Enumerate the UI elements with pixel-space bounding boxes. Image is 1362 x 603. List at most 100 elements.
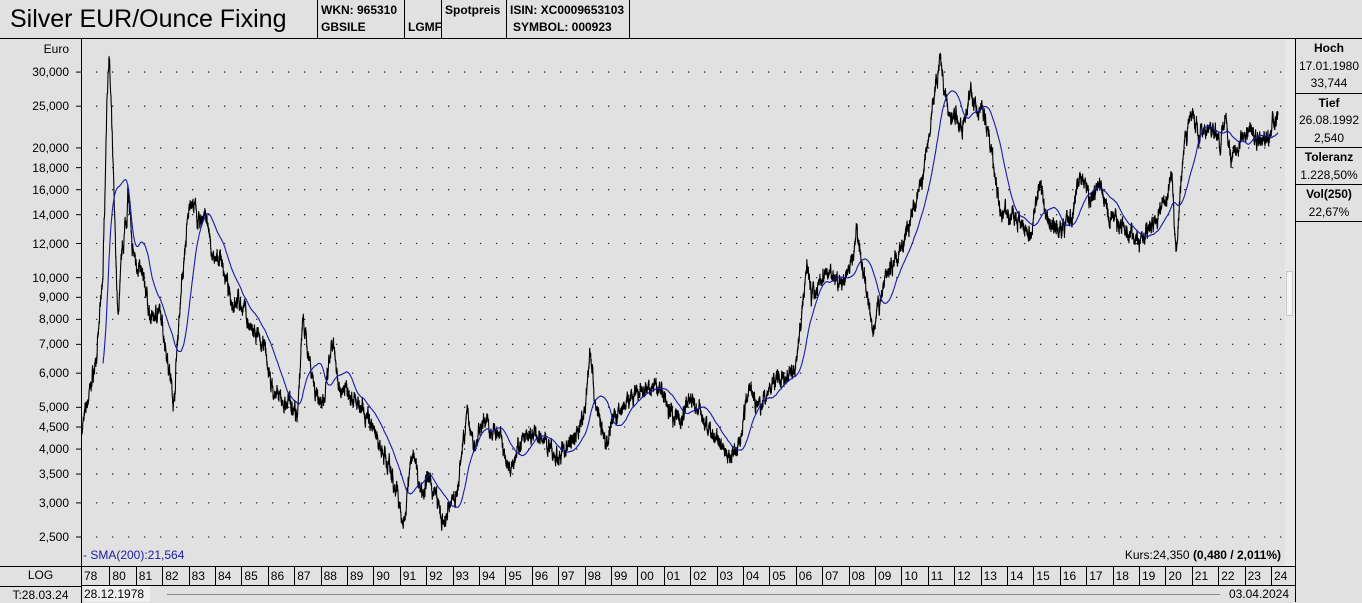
tolerance-label: Toleranz xyxy=(1304,150,1354,164)
x-tick-label: 95 xyxy=(505,567,522,586)
x-tick-label: 94 xyxy=(479,567,495,586)
y-axis-unit: Euro xyxy=(43,42,69,56)
x-tick-label: 93 xyxy=(452,567,469,586)
y-tick-label: 4,500 xyxy=(38,420,69,435)
y-tick-label: 10,000 xyxy=(32,270,69,285)
x-tick-label: 09 xyxy=(875,567,891,586)
x-tick-label: 04 xyxy=(743,567,759,586)
x-tick-label: 82 xyxy=(162,567,179,586)
y-tick-label: 9,000 xyxy=(38,290,69,305)
y-tick-label: 25,000 xyxy=(32,99,69,114)
x-tick-label: 89 xyxy=(347,567,363,586)
y-tick-label: 5,000 xyxy=(38,400,69,415)
x-tick-label: 00 xyxy=(637,567,654,586)
y-tick-label: 30,000 xyxy=(32,65,69,80)
quote-price: Kurs:24,350 xyxy=(1124,548,1190,562)
x-tick-label: 78 xyxy=(84,569,98,583)
x-tick-label: 11 xyxy=(927,567,943,586)
x-tick-label: 07 xyxy=(822,567,839,586)
x-tick-label: 05 xyxy=(769,567,786,586)
x-tick-label: 10 xyxy=(901,567,918,586)
tolerance-value: 1.228,50% xyxy=(1300,167,1358,182)
x-tick-label: 13 xyxy=(980,567,997,586)
price-line xyxy=(81,52,1279,532)
x-tick-label: 98 xyxy=(584,567,601,586)
x-tick-label: 88 xyxy=(320,567,337,586)
high-value: 33,744 xyxy=(1310,76,1348,90)
year-labels: 78 80 81 82 83 84 85 86 87 88 89 90 91 92 93 94 95 96 97 98… xyxy=(81,567,1295,586)
x-tick-label: 15 xyxy=(1033,567,1050,586)
x-tick-label: 14 xyxy=(1007,567,1023,586)
x-tick-label: 02 xyxy=(690,567,707,586)
volatility-value: 22,67% xyxy=(1308,204,1350,219)
x-tick-label: 12 xyxy=(954,567,971,586)
low-value: 2,540 xyxy=(1313,130,1345,145)
vertical-scrollbar[interactable] xyxy=(1285,39,1295,566)
sma-legend: - SMA(200):21,564 xyxy=(83,548,185,562)
x-tick-label: 19 xyxy=(1139,567,1155,586)
quote-change: (0,480 / 2,011%) xyxy=(1192,548,1281,562)
wkn-cell: WKN: 965310 GBSILE xyxy=(318,0,405,39)
y-tick-label: 16,000 xyxy=(32,182,69,197)
instrument-code: GBSILE xyxy=(321,20,366,34)
x-tick-label: 21 xyxy=(1191,567,1208,586)
low-label: Tief xyxy=(1318,95,1340,110)
exchange: LGMF xyxy=(405,0,442,39)
tolerance-cell: Toleranz 1.228,50% xyxy=(1296,148,1362,185)
volatility-cell: Vol(250) 22,67% xyxy=(1296,185,1362,222)
x-tick-label: 17 xyxy=(1086,567,1103,586)
isin-cell: ISIN: XC0009653103 SYMBOL: 000923 xyxy=(507,0,630,39)
x-tick-label: 80 xyxy=(109,567,126,586)
x-tick-label: 16 xyxy=(1059,567,1076,586)
x-tick-label: 06 xyxy=(795,567,812,586)
x-tick-label: 92 xyxy=(426,567,443,586)
scrollbar-thumb[interactable] xyxy=(1286,271,1293,316)
x-tick-label: 08 xyxy=(848,567,865,586)
y-tick-label: 4,000 xyxy=(38,442,69,457)
x-tick-label: 87 xyxy=(294,567,311,586)
x-tick-label: 22 xyxy=(1218,567,1235,586)
date-range-bar[interactable]: 28.12.1978 03.04.2024 xyxy=(81,586,1295,603)
price-type: Spotpreis xyxy=(442,0,507,39)
start-date: 28.12.1978 xyxy=(84,586,151,602)
header-bar: Silver EUR/Ounce Fixing WKN: 965310 GBSI… xyxy=(0,0,1362,39)
trade-date: T:28.03.24 xyxy=(0,586,81,603)
low-date: 26.08.1992 xyxy=(1298,113,1360,127)
quote-legend: Kurs:24,350 (0,480 / 2,011%) xyxy=(1125,548,1281,562)
x-tick-label: 23 xyxy=(1244,567,1261,586)
stats-panel: Hoch 17.01.1980 33,744 Tief 26.08.1992 2… xyxy=(1295,39,1362,602)
y-tick-label: 8,000 xyxy=(38,312,69,327)
range-slider-track[interactable] xyxy=(167,594,1220,595)
x-tick-label: 91 xyxy=(399,567,416,586)
x-tick-label: 03 xyxy=(716,567,733,586)
high-label: Hoch xyxy=(1314,41,1344,55)
x-tick-label: 96 xyxy=(531,567,548,586)
low-cell: Tief 26.08.1992 2,540 xyxy=(1296,94,1362,148)
y-tick-label: 12,000 xyxy=(32,236,69,251)
price-chart xyxy=(76,39,1284,566)
x-tick-label: 86 xyxy=(267,567,284,586)
high-cell: Hoch 17.01.1980 33,744 xyxy=(1296,39,1362,94)
y-tick-label: 14,000 xyxy=(32,207,69,222)
y-tick-label: 6,000 xyxy=(38,366,69,381)
wkn: WKN: 965310 xyxy=(321,3,398,17)
y-tick-label: 7,000 xyxy=(38,337,69,352)
isin: ISIN: XC0009653103 xyxy=(510,3,625,17)
scale-mode[interactable]: LOG xyxy=(27,568,54,582)
volatility-label: Vol(250) xyxy=(1306,187,1352,201)
x-tick-label: 85 xyxy=(241,567,258,586)
y-tick-label: 20,000 xyxy=(32,140,69,155)
x-tick-label: 84 xyxy=(215,567,231,586)
symbol: SYMBOL: 000923 xyxy=(513,20,612,34)
y-tick-label: 18,000 xyxy=(32,160,69,175)
y-tick-label: 2,500 xyxy=(38,530,69,544)
chart-area[interactable]: Euro 2,500 3,000 3,500 4,000 4,500 5,000 6,000… xyxy=(0,39,1295,566)
x-tick-label: 24 xyxy=(1271,567,1287,586)
sma-line xyxy=(102,90,1279,508)
x-tick-label: 83 xyxy=(188,567,205,586)
instrument-title: Silver EUR/Ounce Fixing xyxy=(0,0,318,39)
x-tick-label: 81 xyxy=(135,567,152,586)
high-date: 17.01.1980 xyxy=(1298,58,1360,73)
y-tick-label: 3,500 xyxy=(38,467,69,482)
x-tick-label: 18 xyxy=(1112,567,1129,586)
